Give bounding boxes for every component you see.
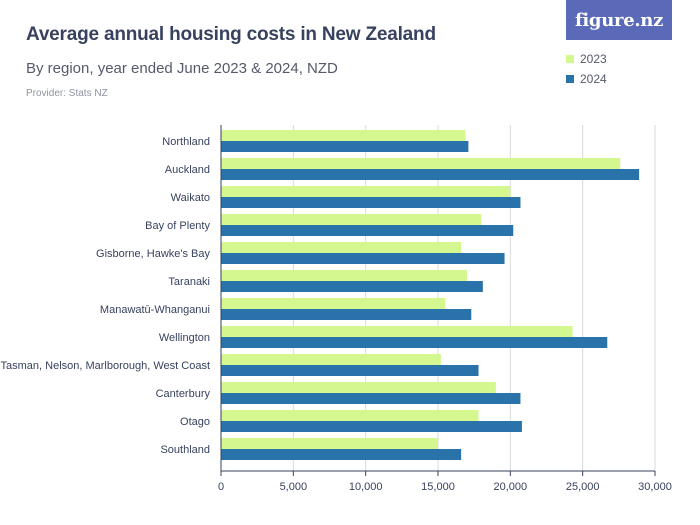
bar-2023: [221, 186, 511, 197]
category-label: Bay of Plenty: [145, 220, 210, 232]
chart-legend: 2023 2024: [566, 49, 607, 89]
bar-2023: [221, 382, 496, 393]
bar-2024: [221, 393, 521, 404]
figure-nz-logo[interactable]: figure.nz: [566, 0, 672, 40]
bar-2023: [221, 158, 621, 169]
bar-2023: [221, 326, 573, 337]
bar-2024: [221, 281, 483, 292]
bar-2024: [221, 197, 521, 208]
chart-subtitle: By region, year ended June 2023 & 2024, …: [26, 60, 338, 77]
legend-swatch-2024: [566, 75, 574, 83]
legend-label-2024: 2024: [580, 72, 607, 86]
category-label: Wellington: [159, 332, 210, 344]
x-tick-label: 20,000: [494, 481, 528, 493]
bar-2024: [221, 141, 469, 152]
bar-2023: [221, 354, 441, 365]
provider-credit: Provider: Stats NZ: [26, 88, 108, 99]
category-label: Gisborne, Hawke's Bay: [96, 248, 210, 260]
legend-item-2024: 2024: [566, 69, 607, 89]
x-tick-label: 15,000: [421, 481, 455, 493]
category-label: Taranaki: [168, 276, 210, 288]
category-label: Canterbury: [156, 388, 211, 400]
category-label: Northland: [162, 136, 210, 148]
chart-title: Average annual housing costs in New Zeal…: [26, 24, 436, 45]
x-tick-label: 30,000: [638, 481, 672, 493]
bar-2023: [221, 410, 479, 421]
category-label: Otago: [180, 416, 210, 428]
bar-2023: [221, 298, 446, 309]
category-label: Auckland: [165, 164, 210, 176]
x-tick-label: 10,000: [349, 481, 383, 493]
bar-2024: [221, 449, 462, 460]
category-label: Southland: [160, 444, 210, 456]
bar-2023: [221, 130, 466, 141]
legend-label-2023: 2023: [580, 52, 607, 66]
bar-2024: [221, 169, 640, 180]
category-label: Tasman, Nelson, Marlborough, West Coast: [1, 360, 211, 372]
x-tick-label: 25,000: [566, 481, 600, 493]
bar-2024: [221, 309, 472, 320]
x-tick-label: 0: [218, 481, 224, 493]
category-label: Manawatū-Whanganui: [100, 304, 210, 316]
legend-item-2023: 2023: [566, 49, 607, 69]
legend-swatch-2023: [566, 55, 574, 63]
bar-2023: [221, 270, 467, 281]
x-tick-label: 5,000: [280, 481, 308, 493]
bar-2024: [221, 365, 479, 376]
bar-2023: [221, 214, 482, 225]
bar-2024: [221, 253, 505, 264]
bar-2024: [221, 337, 608, 348]
bar-2023: [221, 438, 438, 449]
bar-2024: [221, 421, 522, 432]
bar-2024: [221, 225, 514, 236]
bar-2023: [221, 242, 462, 253]
category-label: Waikato: [171, 192, 210, 204]
